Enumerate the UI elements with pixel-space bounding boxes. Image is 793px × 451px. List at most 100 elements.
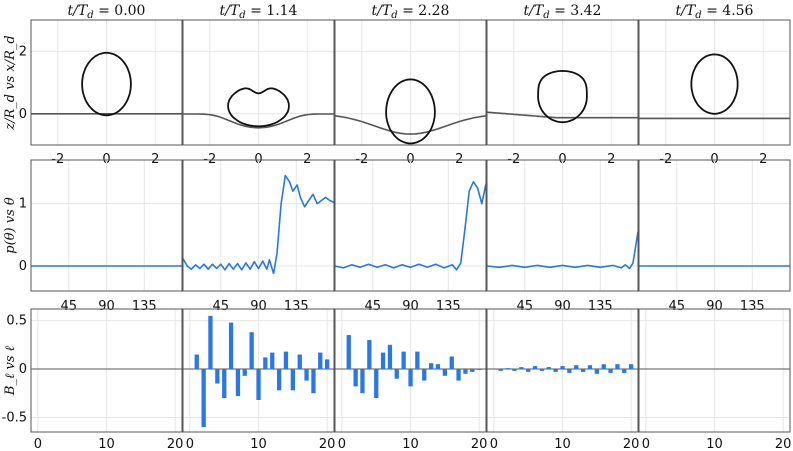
legendre-bar: [608, 369, 613, 373]
legendre-bar: [442, 369, 447, 376]
legendre-bar: [560, 366, 565, 369]
legendre-bar: [228, 322, 234, 370]
droplet-outline: [227, 87, 290, 128]
panel-legendre-4: 0 10 20: [638, 308, 791, 451]
x-tick-label: 20: [623, 437, 640, 451]
legendre-bar: [456, 369, 461, 381]
panel-shape-2: -2 0 2: [334, 19, 487, 167]
x-tick-label: 0: [642, 437, 650, 451]
liquid-surface-line: [183, 113, 334, 129]
column-title-2: t/Td = 2.28: [372, 3, 450, 21]
droplet-outline: [690, 53, 739, 115]
legendre-bar: [408, 369, 413, 387]
x-tick-label: 45: [516, 299, 533, 314]
legendre-bar: [415, 351, 420, 369]
legendre-bar: [297, 354, 302, 369]
legendre-bar: [346, 335, 351, 369]
panel-frame: [486, 308, 639, 433]
title-prefix: t/T: [68, 3, 89, 19]
panel-shape-0: -2 0 202: [19, 19, 183, 167]
x-tick-label: 90: [554, 299, 571, 314]
title-value: 2.28: [418, 3, 449, 19]
title-value: 0.00: [114, 3, 145, 19]
legendre-bar: [201, 369, 206, 428]
legendre-bar: [311, 369, 316, 394]
legendre-bar: [249, 332, 254, 369]
legendre-bar: [194, 354, 199, 369]
legendre-bar: [435, 364, 441, 369]
column-title-3: t/Td = 3.42: [524, 3, 602, 21]
legendre-bar: [304, 369, 309, 381]
legendre-bar: [512, 369, 517, 371]
legendre-bar: [256, 369, 261, 400]
panel-pressure-2: 45 90 135: [334, 159, 487, 314]
legendre-bar: [283, 351, 289, 369]
column-title-1: t/Td = 1.14: [220, 3, 298, 21]
x-tick-label: 135: [588, 299, 613, 314]
x-tick-label: 10: [554, 437, 571, 451]
legendre-bar: [594, 369, 599, 374]
panel-frame: [486, 159, 639, 292]
legendre-bar: [290, 369, 295, 391]
title-prefix: t/T: [676, 3, 697, 19]
title-subscript: d: [543, 10, 549, 21]
x-tick-label: 0: [490, 437, 498, 451]
legendre-bar: [629, 364, 634, 369]
x-tick-label: 20: [471, 437, 488, 451]
legendre-bar: [222, 369, 227, 399]
column-title-0: t/Td = 0.00: [68, 3, 146, 21]
legendre-bar: [387, 344, 393, 369]
legendre-bar: [477, 369, 482, 370]
x-tick-label: 45: [212, 299, 229, 314]
panel-frame: [182, 159, 335, 292]
x-tick-label: 45: [60, 299, 77, 314]
legendre-bar: [553, 369, 558, 372]
x-tick-label: 135: [284, 299, 309, 314]
title-equals: =: [702, 3, 723, 19]
title-prefix: t/T: [524, 3, 545, 19]
legendre-bar: [581, 369, 586, 372]
title-value: 3.42: [570, 3, 601, 19]
plot-area: [639, 53, 790, 120]
x-tick-label: 135: [132, 299, 157, 314]
plot-area: [183, 87, 334, 129]
panel-pressure-1: 45 90 135: [182, 159, 335, 314]
row-labels: z/R_d vs x/R_d p(θ) vs θ B_ℓ vs ℓ: [3, 35, 18, 396]
legendre-bar: [353, 369, 358, 387]
panel-frame: [30, 19, 183, 146]
x-tick-label: 20: [167, 437, 184, 451]
y-tick-label: 2: [19, 44, 27, 59]
x-tick-label: 135: [436, 299, 461, 314]
plot-area: [335, 181, 486, 271]
legendre-bar: [242, 369, 247, 376]
plot-area: [487, 69, 638, 124]
panel-frame: [334, 308, 487, 433]
legendre-bar: [380, 352, 386, 370]
legendre-bar: [449, 356, 454, 370]
title-subscript: d: [87, 10, 93, 21]
panel-legendre-0: 0 10 20 -0.5 0 0.5: [2, 308, 184, 451]
x-tick-label: 45: [668, 299, 685, 314]
panel-shape-1: -2 0 2: [182, 19, 335, 167]
panel-frame: [182, 308, 335, 433]
pressure-line: [183, 174, 334, 275]
legendre-bar: [422, 369, 427, 381]
title-subscript: d: [695, 10, 701, 21]
panel-legendre-3: 0 10 20: [486, 308, 640, 451]
y-tick-label: -0.5: [2, 410, 27, 425]
x-tick-label: 0: [34, 437, 42, 451]
x-tick-label: 10: [98, 437, 115, 451]
legendre-bar: [429, 363, 434, 369]
panel-shape-4: -2 0 2: [638, 19, 791, 167]
legendre-bar: [519, 367, 524, 369]
plot-area: [487, 364, 638, 374]
legendre-bar: [318, 352, 323, 370]
y-tick-label: 0: [19, 362, 27, 377]
legendre-bar: [374, 369, 379, 399]
x-tick-label: 10: [402, 437, 419, 451]
liquid-surface-line: [487, 111, 638, 119]
row-label-0: z/R_d vs x/R_d: [3, 35, 18, 130]
title-equals: =: [246, 3, 267, 19]
x-tick-label: 0: [338, 437, 346, 451]
